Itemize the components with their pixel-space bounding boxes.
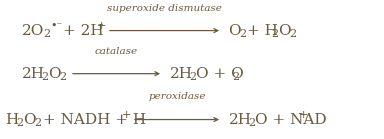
Text: 2: 2 xyxy=(59,72,66,82)
Text: O: O xyxy=(48,67,61,81)
Text: peroxidase: peroxidase xyxy=(148,92,206,101)
Text: catalase: catalase xyxy=(95,47,138,56)
Text: 2H: 2H xyxy=(170,67,193,81)
Text: 2: 2 xyxy=(289,29,296,39)
Text: 2: 2 xyxy=(189,72,196,82)
Text: superoxide dismutase: superoxide dismutase xyxy=(107,3,222,13)
Text: O: O xyxy=(23,113,36,126)
Text: 2: 2 xyxy=(16,118,23,128)
Text: 2: 2 xyxy=(43,29,50,39)
Text: O: O xyxy=(278,24,291,38)
Text: O: O xyxy=(228,24,241,38)
Text: H: H xyxy=(5,113,18,126)
Text: + H: + H xyxy=(247,24,278,38)
Text: + NADH + H: + NADH + H xyxy=(43,113,146,126)
Text: O + O: O + O xyxy=(196,67,244,81)
Text: 2: 2 xyxy=(232,72,239,82)
Text: 2O: 2O xyxy=(22,24,45,38)
Text: 2: 2 xyxy=(34,118,41,128)
Text: + 2H: + 2H xyxy=(63,24,104,38)
Text: 2H: 2H xyxy=(229,113,252,126)
Text: 2H: 2H xyxy=(22,67,45,81)
Text: 2: 2 xyxy=(41,72,48,82)
Text: 2: 2 xyxy=(248,118,255,128)
Text: •⁻: •⁻ xyxy=(50,21,62,31)
Text: 2: 2 xyxy=(271,29,278,39)
Text: +: + xyxy=(122,110,131,120)
Text: +: + xyxy=(97,21,106,31)
Text: 2: 2 xyxy=(239,29,246,39)
Text: O + NAD: O + NAD xyxy=(255,113,327,126)
Text: +: + xyxy=(299,110,308,120)
